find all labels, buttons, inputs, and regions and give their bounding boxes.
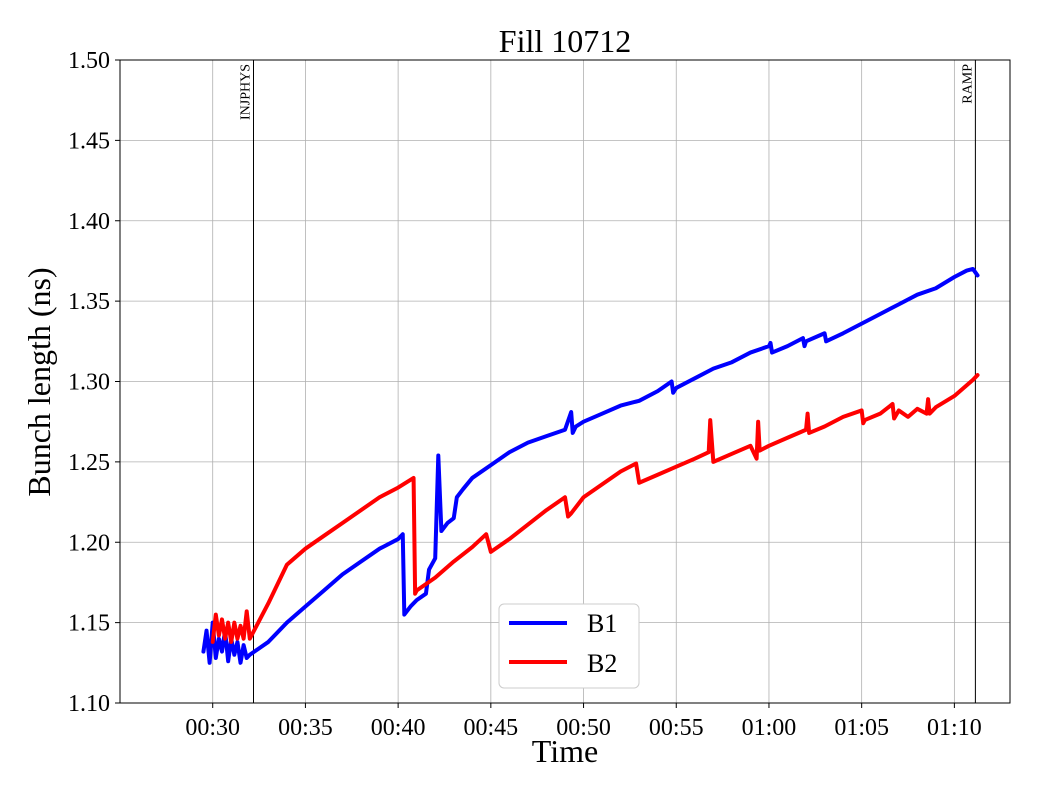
vline-label-injphys: INJPHYS <box>239 64 254 120</box>
y-tick-label: 1.40 <box>68 209 110 235</box>
legend: B1 B2 <box>498 603 640 689</box>
x-axis-label: Time <box>532 733 598 769</box>
x-tick-label: 01:10 <box>927 715 982 741</box>
series-group <box>201 266 980 665</box>
ticks <box>115 59 955 708</box>
chart-title: Fill 10712 <box>499 23 631 59</box>
x-tick-label: 00:50 <box>556 715 611 741</box>
y-tick-label: 1.30 <box>68 370 110 396</box>
tick-labels: 00:30 00:35 00:40 00:45 00:50 00:55 01:00 01:05… <box>68 48 982 741</box>
y-tick-label: 1.50 <box>68 48 110 74</box>
vline-label-ramp: RAMP <box>960 64 975 104</box>
legend-box <box>498 603 640 689</box>
vertical-markers: INJPHYS RAMP <box>239 60 976 703</box>
y-tick-label: 1.45 <box>68 128 110 154</box>
y-tick-label: 1.20 <box>68 530 110 556</box>
x-tick-label: 01:00 <box>742 715 797 741</box>
y-tick-label: 1.15 <box>68 611 110 637</box>
x-tick-label: 00:30 <box>185 715 240 741</box>
y-tick-label: 1.25 <box>68 450 110 476</box>
y-tick-label: 1.10 <box>68 691 110 717</box>
legend-label-b2: B2 <box>587 649 617 678</box>
x-tick-label: 00:55 <box>649 715 704 741</box>
y-axis-label: Bunch length (ns) <box>21 267 57 496</box>
legend-label-b1: B1 <box>587 609 617 638</box>
x-tick-label: 00:35 <box>278 715 333 741</box>
y-tick-label: 1.35 <box>68 289 110 315</box>
series-line-b1 <box>201 266 980 665</box>
x-tick-label: 00:40 <box>371 715 426 741</box>
x-tick-label: 00:45 <box>463 715 518 741</box>
x-tick-label: 01:05 <box>834 715 889 741</box>
series-line-b2 <box>210 373 980 644</box>
